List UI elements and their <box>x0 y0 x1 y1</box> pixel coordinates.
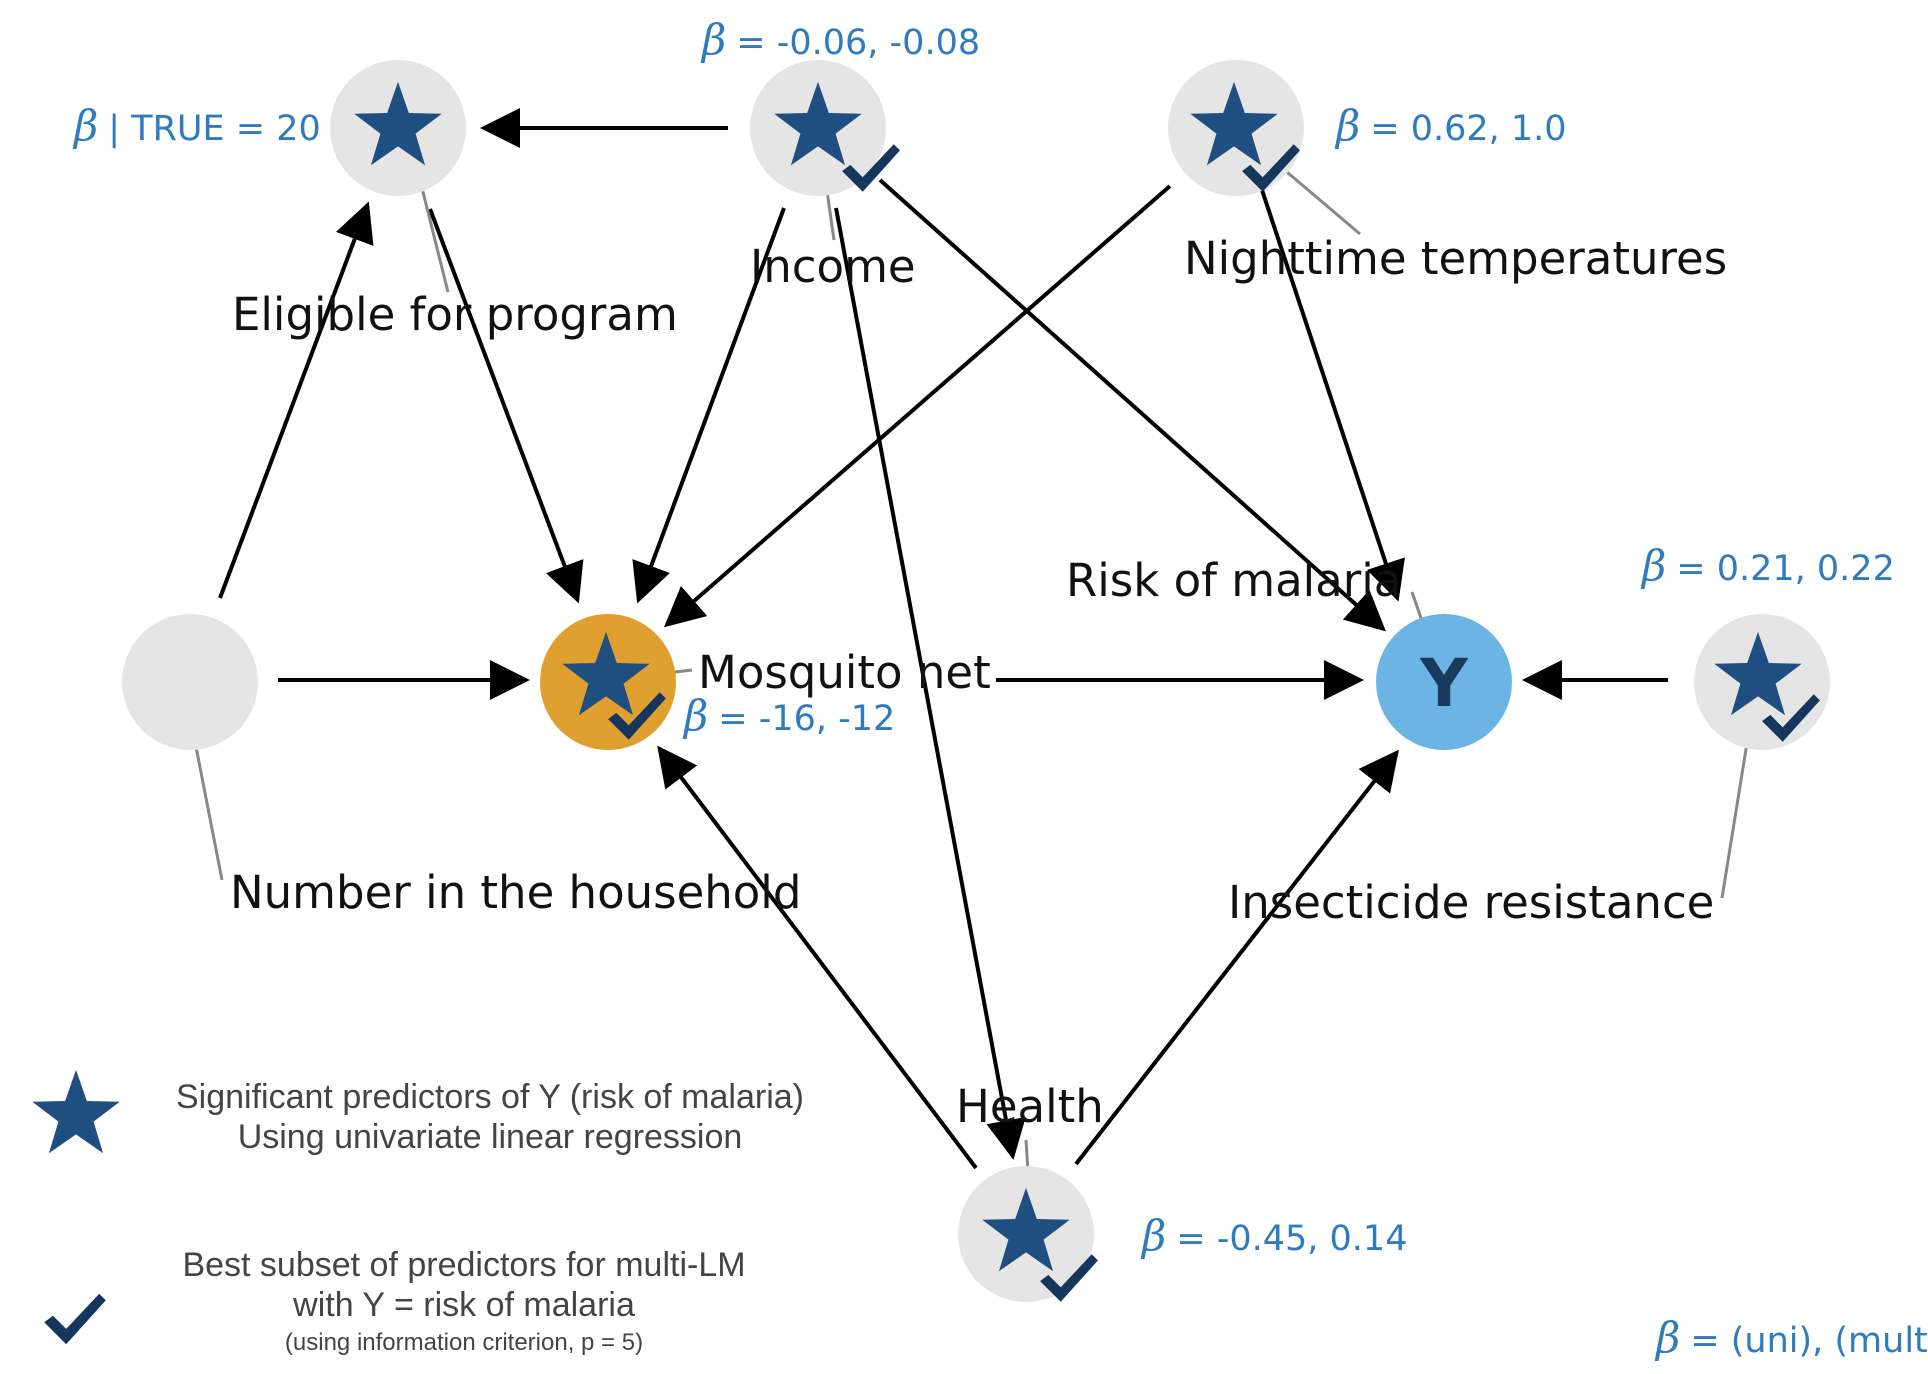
label-insecticide: Insecticide resistance <box>1228 876 1714 929</box>
edge-income-malaria <box>878 178 1386 632</box>
beta-labels: β | TRUE = 20 β = -0.06, -0.08 β = 0.62, 1.… <box>72 15 1895 1260</box>
check-icon <box>44 1293 106 1345</box>
beta-health: β = -0.45, 0.14 <box>1140 1211 1407 1260</box>
legend: Significant predictors of Y (risk of mal… <box>32 1069 1928 1362</box>
legend-check-line1: Best subset of predictors for multi-LM <box>182 1246 745 1284</box>
edge-nighttime-mosquito <box>663 184 1172 628</box>
label-household: Number in the household <box>230 866 801 919</box>
star-icon <box>32 1069 120 1154</box>
legend-check-line3: (using information criterion, p = 5) <box>285 1329 643 1356</box>
label-nighttime: Nighttime temperatures <box>1184 232 1727 285</box>
legend-star-line2: Using univariate linear regression <box>238 1118 743 1156</box>
legend-check-line2: with Y = risk of malaria <box>292 1286 635 1324</box>
node-labels: Eligible for program Income Nighttime te… <box>230 232 1727 1133</box>
edge-income-mosquito <box>632 207 786 604</box>
label-health: Health <box>956 1080 1104 1133</box>
label-eligible: Eligible for program <box>232 288 678 341</box>
beta-mosquito: β = -16, -12 <box>682 691 895 740</box>
node-household <box>122 614 258 750</box>
node-income <box>750 60 900 196</box>
node-insecticide <box>1694 614 1830 750</box>
beta-nighttime: β = 0.62, 1.0 <box>1334 101 1567 150</box>
edge-health-mosquito <box>657 745 978 1170</box>
label-income: Income <box>750 240 916 293</box>
legend-star-line1: Significant predictors of Y (risk of mal… <box>176 1078 804 1116</box>
beta-income: β = -0.06, -0.08 <box>700 15 980 64</box>
beta-insecticide: β = 0.21, 0.22 <box>1640 541 1895 590</box>
node-malaria-circle <box>1376 614 1512 750</box>
node-nighttime <box>1168 60 1304 196</box>
node-health <box>958 1166 1098 1302</box>
node-eligible <box>330 60 466 196</box>
edge-income-health <box>834 207 1026 1160</box>
edge-household-eligible <box>218 201 374 599</box>
edge-health-malaria <box>1074 749 1399 1166</box>
node-mosquito <box>540 614 676 750</box>
node-malaria: Y <box>1376 614 1512 750</box>
legend-beta-note: β = (uni), (multi) <box>1654 1313 1928 1362</box>
edge-eligible-mosquito <box>428 208 584 604</box>
label-mosquito: Mosquito net <box>698 646 991 699</box>
outcome-letter: Y <box>1419 645 1469 722</box>
edge-nighttime-malaria <box>1260 189 1405 602</box>
label-malaria: Risk of malaria <box>1066 554 1401 607</box>
beta-eligible: β | TRUE = 20 <box>72 101 321 150</box>
node-household-circle <box>122 614 258 750</box>
edges <box>218 108 1668 1170</box>
